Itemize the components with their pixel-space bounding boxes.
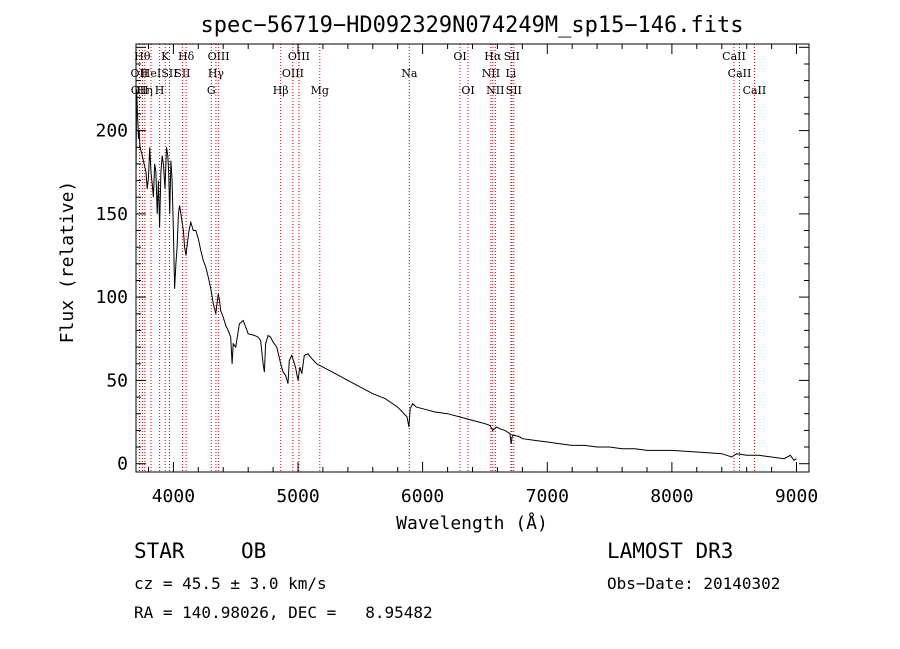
- observation-date: Obs−Date: 20140302: [607, 574, 781, 593]
- plot-frame: [135, 43, 810, 473]
- line-label-22: NII: [486, 84, 504, 97]
- survey-name: LAMOST DR3: [607, 539, 734, 563]
- line-label-13: Hβ: [273, 84, 289, 97]
- line-label-15: OIII: [288, 50, 310, 63]
- line-label-21: Hα: [484, 50, 502, 63]
- line-label-24: SII: [504, 50, 520, 63]
- line-label-0: OII: [131, 67, 149, 80]
- line-label-25: SII: [506, 84, 522, 97]
- spectral-line-markers: [138, 44, 755, 472]
- line-label-14: OIII: [282, 67, 304, 80]
- line-label-23: Li: [505, 67, 516, 80]
- line-label-28: CaII: [743, 84, 767, 97]
- line-label-1: OII: [131, 84, 149, 97]
- y-tick-label-100: 100: [95, 287, 128, 308]
- x-tick-label-8000: 8000: [650, 486, 693, 507]
- line-label-10: G: [207, 84, 216, 97]
- chart-title: spec−56719−HD092329N074249M_sp15−146.fit…: [200, 13, 743, 38]
- y-tick-label-150: 150: [95, 204, 128, 225]
- line-label-2: Hθ: [134, 50, 151, 63]
- x-tick-label-9000: 9000: [775, 486, 818, 507]
- line-label-27: CaII: [728, 67, 752, 80]
- line-label-18: OI: [453, 50, 466, 63]
- line-label-7: SII: [161, 67, 177, 80]
- line-label-4: HeI: [141, 67, 161, 80]
- x-axis-label: Wavelength (Å): [396, 512, 548, 534]
- y-tick-label-50: 50: [106, 370, 128, 391]
- redshift-cz: cz = 45.5 ± 3.0 km/s: [134, 574, 327, 593]
- line-label-19: OI: [461, 84, 474, 97]
- x-tick-label-7000: 7000: [526, 486, 569, 507]
- line-label-3: Hη: [137, 84, 153, 97]
- object-subclass: OB: [241, 539, 267, 563]
- ra-dec: RA = 140.98026, DEC = 8.95482: [134, 603, 433, 622]
- line-label-26: CaII: [722, 50, 746, 63]
- line-label-11: Hγ: [208, 67, 225, 80]
- line-label-5: H: [155, 84, 165, 97]
- y-axis-ticks: 0 50 100 150 200: [95, 46, 809, 475]
- line-label-6: K: [161, 50, 170, 63]
- line-label-12: OIII: [208, 50, 230, 63]
- y-axis-label: Flux (relative): [57, 181, 78, 344]
- x-axis-ticks: 4000 5000 6000 7000 8000 9000: [148, 44, 818, 507]
- spectrum-line: [135, 88, 797, 461]
- line-label-8: SII: [174, 67, 190, 80]
- x-tick-label-5000: 5000: [276, 486, 319, 507]
- spectral-line-labels: OIIOIIHθHηHeIHKSIISIIHδGHγOIIIHβOIIIOIII…: [131, 50, 767, 97]
- x-tick-label-6000: 6000: [401, 486, 444, 507]
- line-label-16: Mg: [311, 84, 329, 97]
- x-tick-label-4000: 4000: [152, 486, 195, 507]
- y-tick-label-0: 0: [117, 454, 128, 475]
- line-label-9: Hδ: [178, 50, 195, 63]
- line-label-17: Na: [401, 67, 418, 80]
- object-class: STAR: [134, 539, 185, 563]
- line-label-20: NII: [482, 67, 500, 80]
- y-tick-label-200: 200: [95, 121, 128, 142]
